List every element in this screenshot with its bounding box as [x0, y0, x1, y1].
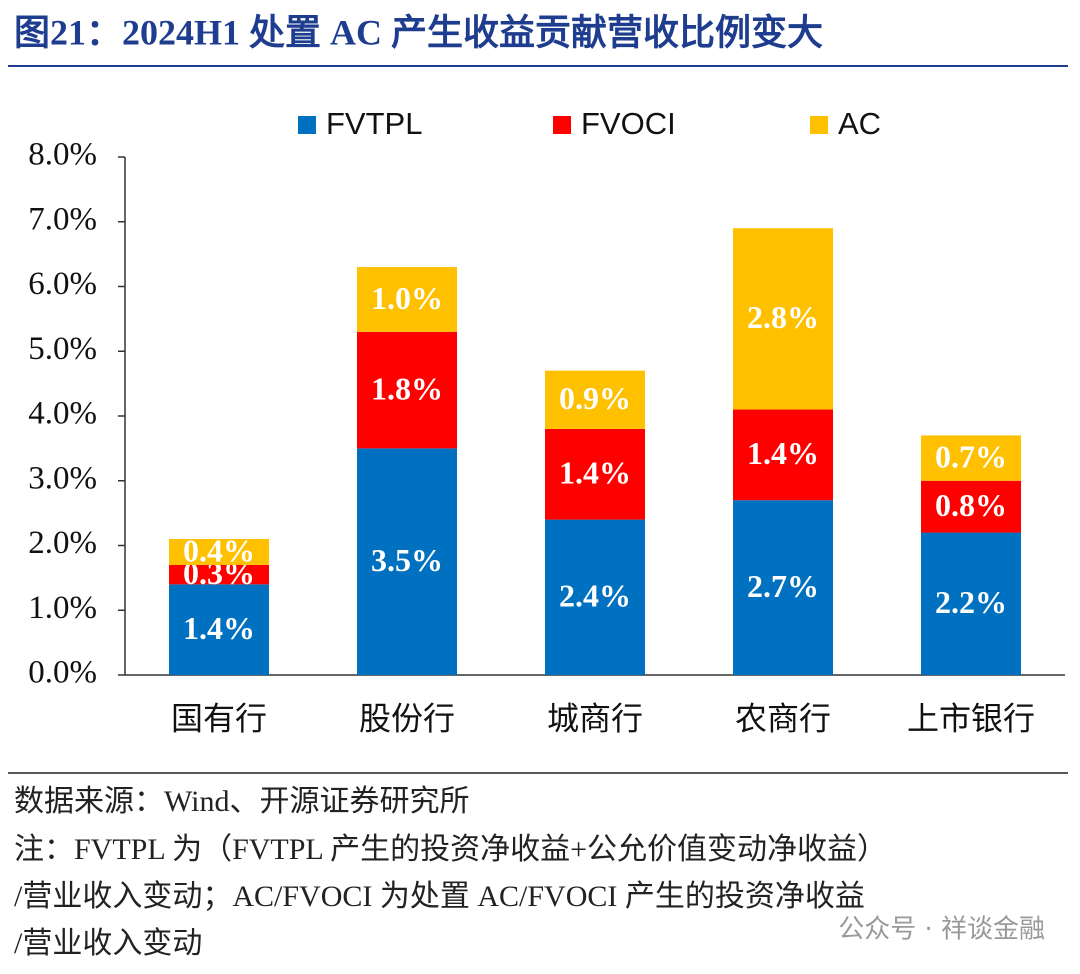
- y-tick-label: 4.0%: [28, 396, 97, 432]
- y-tick-label: 1.0%: [28, 590, 97, 626]
- data-label: 0.7%: [935, 438, 1007, 474]
- source: 数据来源：Wind、开源证券研究所: [14, 785, 469, 818]
- data-label: 1.4%: [183, 610, 255, 646]
- data-label: 0.4%: [183, 532, 255, 568]
- watermark: 公众号 · 祥谈金融: [838, 915, 1045, 945]
- legend-swatch: [553, 116, 571, 134]
- bar-segment: [169, 539, 269, 565]
- data-label: 2.8%: [747, 299, 819, 335]
- chart-title: 图21：2024H1 处置 AC 产生收益贡献营收比例变大: [14, 11, 823, 52]
- legend-label: FVTPL: [326, 106, 422, 141]
- x-tick-label: 农商行: [735, 700, 831, 736]
- legend-label: AC: [838, 106, 881, 141]
- data-label: 1.8%: [371, 370, 443, 406]
- bar-segment: [169, 564, 269, 585]
- bar-segment: [921, 480, 1021, 533]
- y-tick-label: 2.0%: [28, 525, 97, 561]
- data-label: 2.2%: [935, 584, 1007, 620]
- note: /营业收入变动: [14, 927, 202, 960]
- data-label: 0.8%: [935, 487, 1007, 523]
- y-tick-label: 0.0%: [28, 655, 97, 691]
- x-tick-label: 上市银行: [907, 700, 1035, 736]
- y-tick-label: 6.0%: [28, 266, 97, 302]
- bar-segment: [169, 584, 269, 675]
- bar-segment: [545, 428, 645, 520]
- data-label: 3.5%: [371, 542, 443, 578]
- data-label: 1.0%: [371, 280, 443, 316]
- y-tick-label: 3.0%: [28, 460, 97, 496]
- legend-swatch: [810, 116, 828, 134]
- bar-segment: [733, 409, 833, 501]
- bar-segment: [545, 370, 645, 429]
- data-label: 2.7%: [747, 568, 819, 604]
- x-tick-label: 股份行: [359, 700, 455, 736]
- x-tick-label: 国有行: [171, 700, 267, 736]
- y-tick-label: 7.0%: [28, 201, 97, 237]
- data-label: 1.4%: [559, 455, 631, 491]
- y-tick-label: 8.0%: [28, 137, 97, 173]
- data-label: 2.4%: [559, 578, 631, 614]
- data-label: 0.9%: [559, 380, 631, 416]
- bar-segment: [921, 532, 1021, 675]
- bar-segment: [921, 435, 1021, 481]
- bar-segment: [357, 331, 457, 449]
- data-label: 1.4%: [747, 435, 819, 471]
- bar-segment: [733, 228, 833, 410]
- bar-segment: [357, 267, 457, 332]
- y-tick-label: 5.0%: [28, 331, 97, 367]
- x-tick-label: 城商行: [547, 700, 643, 736]
- bar-segment: [733, 500, 833, 675]
- note: 注：FVTPL 为（FVTPL 产生的投资净收益+公允价值变动净收益）: [14, 833, 887, 866]
- legend-swatch: [298, 116, 316, 134]
- bar-segment: [357, 448, 457, 675]
- bar-segment: [545, 519, 645, 675]
- note: /营业收入变动；AC/FVOCI 为处置 AC/FVOCI 产生的投资净收益: [14, 880, 865, 913]
- legend-label: FVOCI: [581, 106, 676, 141]
